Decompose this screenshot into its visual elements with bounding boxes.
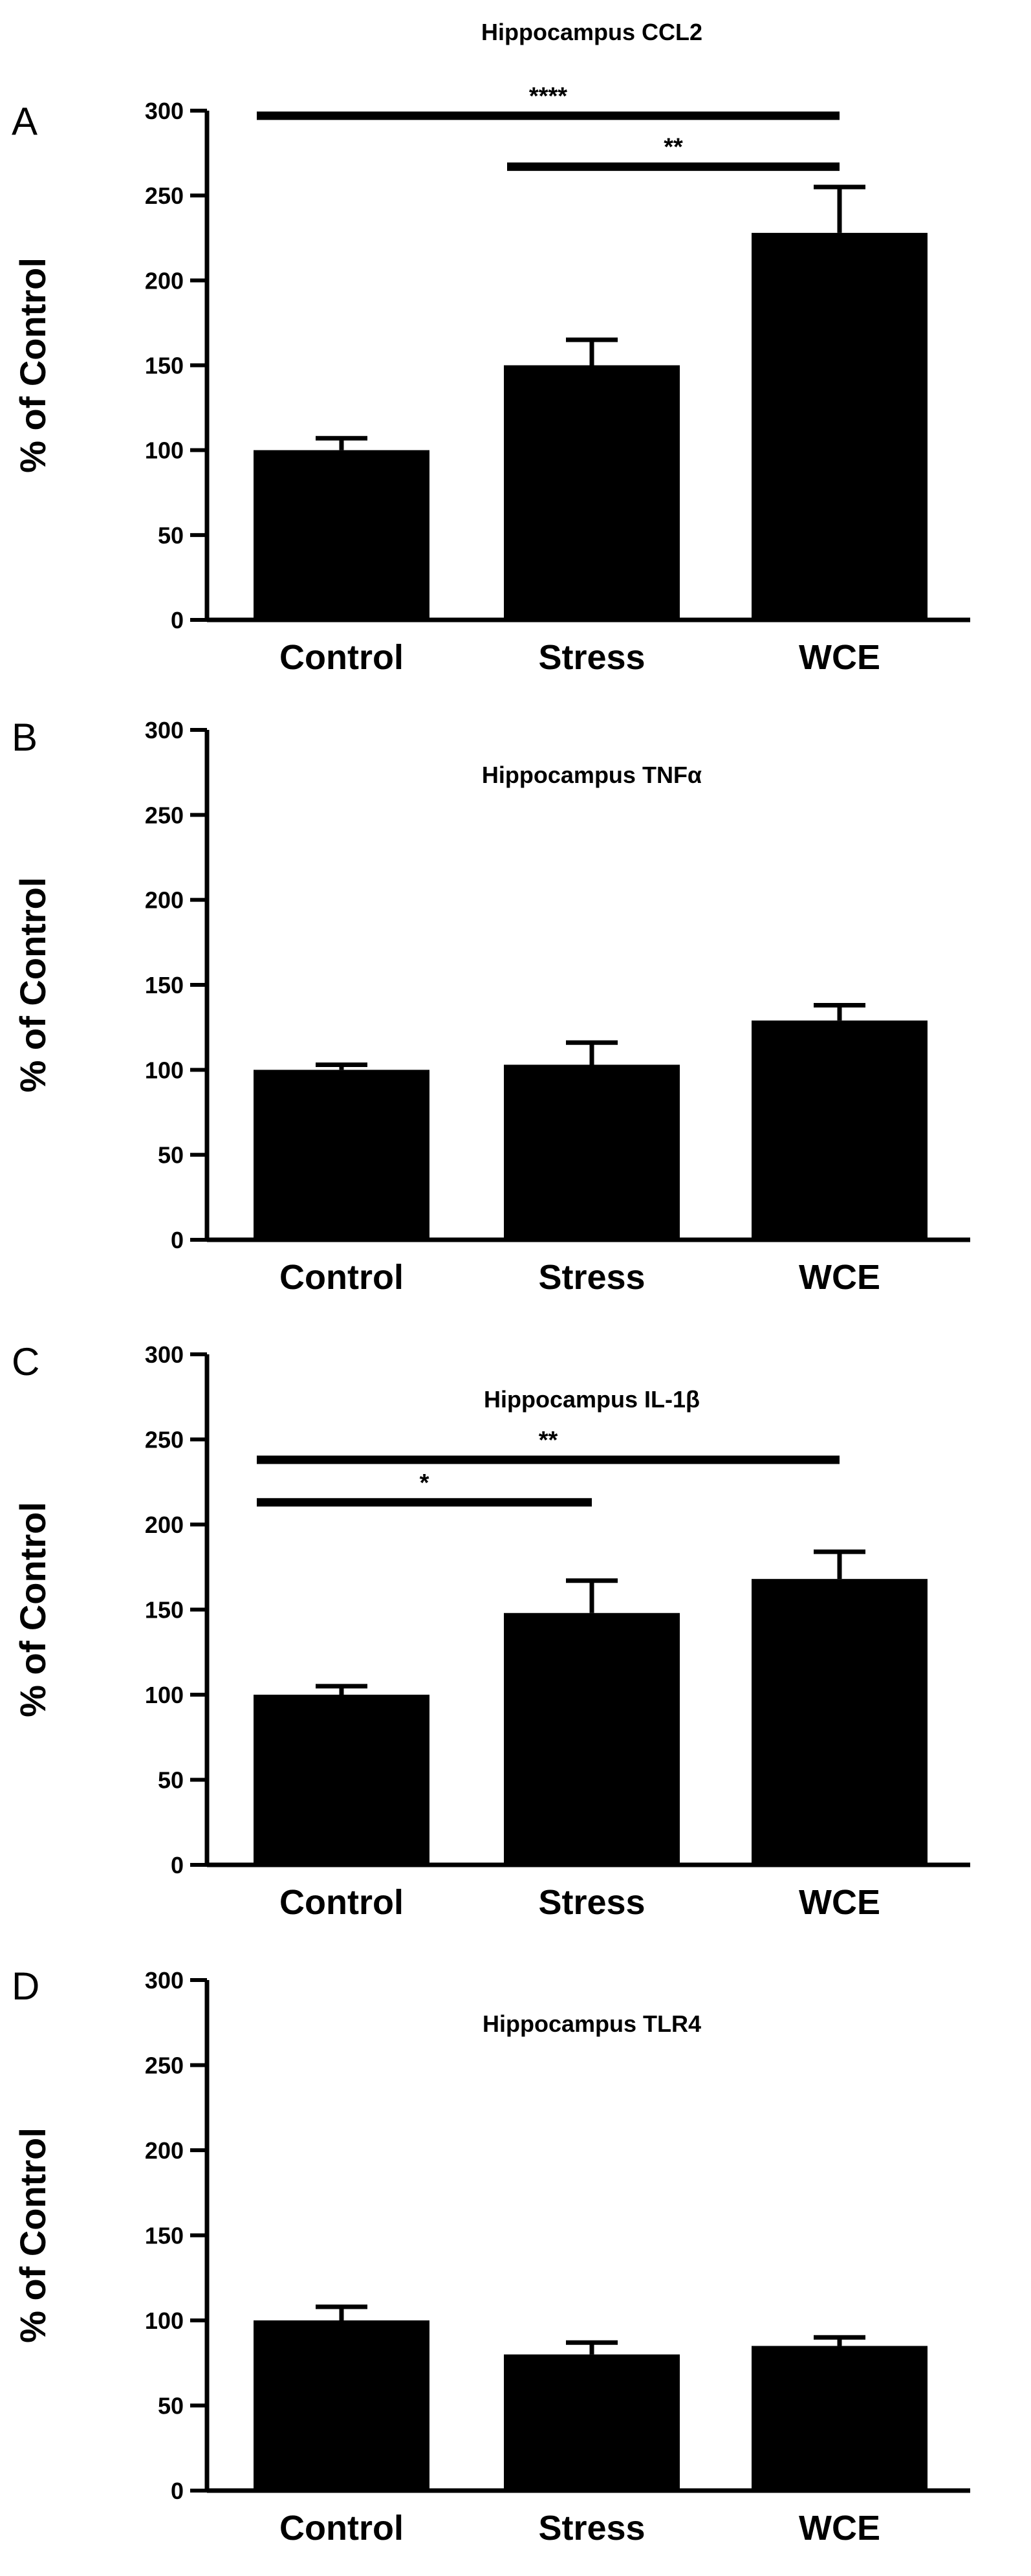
panel-d-title: Hippocampus TLR4 <box>483 2010 701 2037</box>
panel-d-ytick-label: 0 <box>171 2478 184 2504</box>
panel-a-ytick-label: 200 <box>145 267 184 294</box>
panel-b-ytick-label: 300 <box>145 717 184 743</box>
panel-a-letter: A <box>12 100 38 143</box>
panel-d-ylabel: % of Control <box>12 2128 53 2343</box>
panel-c-ytick-label: 200 <box>145 1512 184 1538</box>
panel-d-xtick-label: Control <box>279 2509 404 2548</box>
panel-c-ytick-label: 0 <box>171 1852 184 1878</box>
panel-d-ytick-label: 100 <box>145 2307 184 2334</box>
panel-d-ytick-label: 250 <box>145 2053 184 2079</box>
panel-d-xtick-label: Stress <box>538 2509 645 2548</box>
panel-a-significance-label: ** <box>664 134 683 161</box>
panel-c-ytick-label: 100 <box>145 1682 184 1708</box>
panel-a-ylabel: % of Control <box>12 258 53 473</box>
panel-a-xtick-label: WCE <box>799 638 880 677</box>
panel-a-ytick-label: 300 <box>145 98 184 124</box>
panel-b-bar-stress <box>504 1064 680 1240</box>
panel-a-xtick-label: Control <box>279 638 404 677</box>
panel-c-ytick-label: 50 <box>158 1767 184 1794</box>
panel-b-ytick-label: 0 <box>171 1227 184 1253</box>
panel-c-xtick-label: Control <box>279 1883 404 1922</box>
panel-a-ytick-label: 250 <box>145 182 184 209</box>
panel-c-bar-control <box>254 1695 429 1865</box>
panel-b-ytick-label: 250 <box>145 802 184 828</box>
panel-a-ytick-label: 50 <box>158 522 184 549</box>
panel-c-bar-wce <box>752 1579 928 1865</box>
panel-b-ylabel: % of Control <box>12 877 53 1093</box>
panel-a-significance-label: **** <box>529 83 567 110</box>
panel-b-ytick-label: 150 <box>145 972 184 998</box>
panel-c-ytick-label: 300 <box>145 1341 184 1368</box>
panel-d-bar-control <box>254 2320 429 2491</box>
panel-b-title: Hippocampus TNFα <box>482 762 702 788</box>
panel-b-letter: B <box>12 716 38 759</box>
panel-b-xtick-label: WCE <box>799 1258 880 1297</box>
panel-a-title: Hippocampus CCL2 <box>481 19 702 45</box>
panel-c-title: Hippocampus IL-1β <box>484 1386 700 1413</box>
panel-a-ytick-label: 0 <box>171 607 184 633</box>
panel-a-xtick-label: Stress <box>538 638 645 677</box>
panel-a-bar-control <box>254 450 429 620</box>
panel-b-ytick-label: 50 <box>158 1142 184 1169</box>
panel-d-ytick-label: 150 <box>145 2223 184 2249</box>
panel-c-ytick-label: 250 <box>145 1427 184 1453</box>
panel-d-ytick-label: 200 <box>145 2137 184 2164</box>
panel-b-bar-wce <box>752 1020 928 1240</box>
panel-b-ytick-label: 100 <box>145 1057 184 1083</box>
panel-c-bar-stress <box>504 1613 680 1865</box>
panel-d-bar-wce <box>752 2346 928 2491</box>
panel-a-bar-stress <box>504 365 680 620</box>
panel-c-significance-label: * <box>420 1470 429 1497</box>
panel-d-bar-stress <box>504 2354 680 2491</box>
panel-c-xtick-label: WCE <box>799 1883 880 1922</box>
panel-d-ytick-label: 300 <box>145 1967 184 1994</box>
panel-b-bar-control <box>254 1070 429 1240</box>
panel-a-ytick-label: 100 <box>145 437 184 464</box>
panel-c-ytick-label: 150 <box>145 1597 184 1624</box>
panel-d-ytick-label: 50 <box>158 2393 184 2419</box>
panel-b-xtick-label: Control <box>279 1258 404 1297</box>
panel-a-ytick-label: 150 <box>145 353 184 379</box>
panel-d-xtick-label: WCE <box>799 2509 880 2548</box>
panel-a-bar-wce <box>752 232 928 620</box>
panel-c-xtick-label: Stress <box>538 1883 645 1922</box>
panel-c-significance-label: ** <box>539 1427 558 1454</box>
panel-c-letter: C <box>12 1340 39 1383</box>
panel-d-letter: D <box>12 1965 39 2008</box>
panel-b-ytick-label: 200 <box>145 887 184 914</box>
panel-b-xtick-label: Stress <box>538 1258 645 1297</box>
panel-c-ylabel: % of Control <box>12 1502 53 1717</box>
